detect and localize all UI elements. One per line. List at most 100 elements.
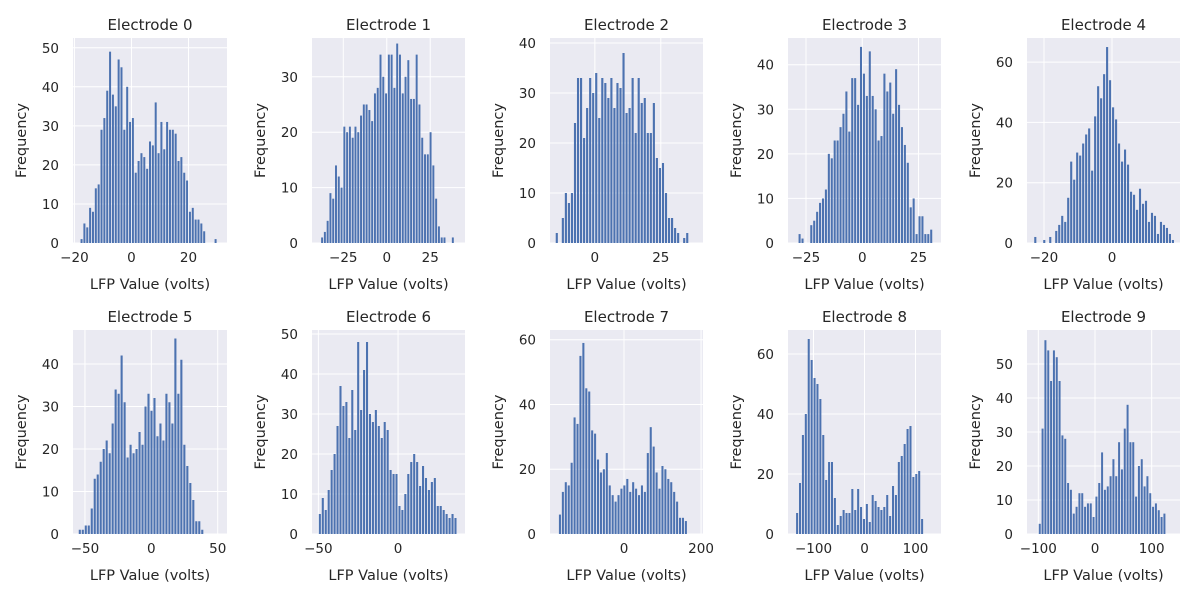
histogram-bar (1069, 489, 1072, 534)
histogram-bar (138, 432, 141, 534)
histogram-bar (909, 207, 912, 243)
histogram-bar (197, 219, 200, 243)
histogram-bar (1070, 161, 1073, 243)
histogram-bar (892, 113, 895, 244)
histogram-bar (801, 238, 804, 243)
histogram-bar (816, 211, 819, 243)
subplot-title: Electrode 4 (1061, 16, 1146, 34)
histogram-bar (103, 118, 106, 243)
histogram-bar (149, 141, 151, 243)
histogram-bar (360, 115, 363, 243)
histogram-bar (819, 399, 822, 534)
y-axis-label: Frequency (968, 103, 984, 178)
histogram-bar (1157, 510, 1160, 534)
histogram-bar (567, 203, 570, 243)
histogram-bar (436, 506, 439, 534)
histogram-bar (573, 417, 576, 534)
histogram-bar (412, 98, 415, 243)
histogram-bar (649, 427, 652, 534)
histogram-bar (351, 137, 354, 243)
histogram-bar (177, 393, 180, 534)
subplot-electrode-6: Electrode 6 −50 0 0 10 20 30 40 50 LFP Value (vol… (253, 308, 465, 584)
histogram-bar (874, 501, 877, 534)
histogram-bar (833, 498, 836, 534)
histogram-bar (415, 54, 418, 244)
histogram-bar (163, 149, 166, 243)
histogram-bar (1055, 230, 1058, 243)
histogram-bar (389, 470, 392, 534)
histogram-bar (1061, 215, 1064, 243)
histogram-bar (1121, 161, 1124, 243)
histogram-bar (404, 76, 407, 243)
histogram-bar (646, 453, 649, 534)
histogram-bar (162, 440, 165, 534)
histogram-bar (579, 78, 583, 243)
histogram-bar (683, 238, 686, 243)
histogram-bar (798, 234, 801, 243)
histogram-bar (323, 231, 326, 243)
histogram-bar (198, 521, 201, 534)
histogram-bar (865, 504, 868, 534)
y-tick-label: 0 (1004, 527, 1013, 543)
histogram-bar (376, 87, 379, 243)
histogram-bar (1129, 442, 1132, 534)
histogram-bar (123, 129, 126, 243)
histogram-bar (1126, 404, 1129, 534)
histogram-bar (912, 477, 915, 534)
histogram-bar (605, 453, 608, 534)
y-tick-label: 40 (996, 391, 1013, 407)
histogram-bar (126, 86, 129, 243)
histogram-bar (845, 513, 848, 534)
histogram-bar (404, 494, 407, 534)
histogram-bar (614, 501, 617, 534)
subplot-electrode-9: Electrode 9 −100 0 100 0 10 20 30 40 50 LFP Value … (968, 308, 1180, 584)
histogram-bar (1073, 179, 1076, 243)
histogram-bar (448, 518, 451, 534)
histogram-bar (371, 422, 374, 534)
histogram-bar (335, 165, 337, 243)
histogram-bar (94, 188, 97, 243)
histogram-bar (824, 189, 827, 243)
histogram-bar (362, 104, 365, 244)
histogram-bar (652, 446, 655, 534)
histogram-bar (1082, 143, 1085, 243)
x-axis-label: LFP Value (volts) (566, 568, 686, 584)
histogram-bar (1144, 200, 1148, 243)
x-tick-label: 0 (394, 541, 403, 557)
histogram-bar (924, 234, 927, 243)
histogram-bar (419, 486, 422, 534)
y-axis-label: Frequency (253, 103, 269, 178)
histogram-bar (1055, 357, 1058, 534)
subplot-title: Electrode 0 (107, 16, 192, 34)
histogram-bar (321, 498, 324, 534)
histogram-bar (898, 104, 901, 243)
x-tick-label: 100 (1139, 541, 1165, 557)
histogram-bar (137, 161, 140, 243)
histogram-bar (111, 94, 114, 243)
histogram-bar (658, 168, 661, 243)
histogram-bar (608, 485, 611, 534)
histogram-bar (440, 237, 443, 243)
histogram-bar (377, 426, 380, 534)
histogram-bar (889, 82, 892, 243)
histogram-bar (895, 69, 898, 244)
y-tick-label: 10 (42, 485, 59, 501)
histogram-bar (679, 517, 682, 534)
histogram-bar (1162, 224, 1165, 243)
histogram-bar (912, 198, 915, 243)
histogram-bar (1135, 209, 1139, 243)
histogram-bar (1154, 503, 1157, 534)
histogram-bar (123, 402, 126, 534)
subplot-electrode-2: Electrode 2 0 25 0 10 20 30 40 LFP Value (volts)… (491, 16, 703, 293)
histogram-bar (135, 449, 138, 534)
histogram-bar (930, 229, 933, 243)
histogram-bar (906, 429, 909, 534)
subplot-electrode-5: Electrode 5 −50 0 50 0 10 20 30 40 LFP Value (vol… (14, 308, 227, 584)
histogram-bar (625, 113, 628, 243)
histogram-bar (655, 472, 658, 534)
histogram-bar (329, 193, 332, 243)
histogram-bar (1101, 452, 1104, 534)
y-axis-label: Frequency (968, 394, 984, 469)
histogram-bar (589, 78, 592, 243)
histogram-bar (670, 482, 673, 534)
